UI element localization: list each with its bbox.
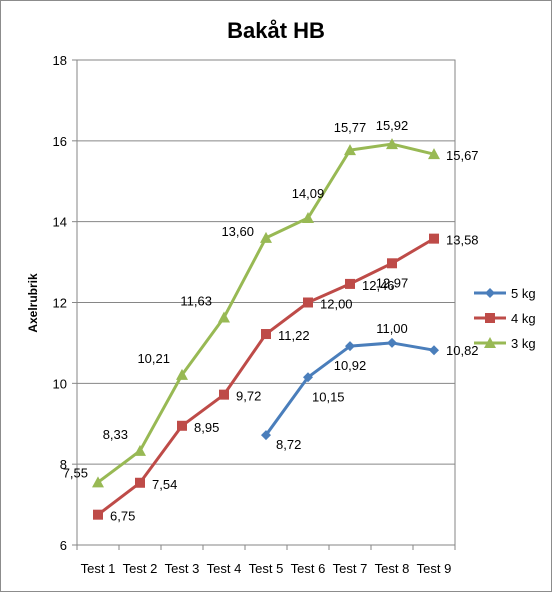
- data-label: 8,95: [194, 420, 219, 435]
- y-tick-label: 10: [53, 376, 67, 391]
- data-point: [219, 389, 229, 400]
- y-tick-label: 6: [60, 538, 67, 553]
- series-layer: 7,55 8,33 10,21 11,63 13,60 14,09 15,77 15,92 15…: [63, 118, 479, 524]
- legend-label: 4 kg: [511, 311, 536, 326]
- data-label: 10,21: [137, 351, 170, 366]
- data-label: 11,00: [376, 321, 408, 336]
- data-label: 8,33: [103, 427, 128, 442]
- y-tick-label: 8: [60, 457, 67, 472]
- x-tick-label: Test 6: [291, 561, 326, 576]
- legend-marker: [484, 337, 496, 348]
- y-axis-ticks: 6 8 10 12 14 16 18: [53, 53, 77, 553]
- data-label: 8,72: [276, 437, 301, 452]
- chart-title: Bakåt HB: [227, 18, 325, 43]
- data-point: [177, 420, 187, 431]
- legend-item: 4 kg: [474, 311, 536, 326]
- y-tick-label: 14: [53, 215, 67, 230]
- data-point: [176, 368, 188, 380]
- series-line: [264, 341, 435, 436]
- y-axis-title: Axelrubrik: [26, 273, 40, 333]
- data-label: 11,63: [180, 293, 212, 308]
- data-point: [345, 341, 355, 352]
- y-tick-label: 16: [53, 134, 67, 149]
- data-point: [135, 477, 145, 488]
- legend-item: 5 kg: [474, 286, 536, 301]
- data-point: [387, 258, 397, 269]
- data-point: [302, 212, 314, 224]
- data-point: [344, 144, 356, 156]
- x-tick-label: Test 3: [165, 561, 200, 576]
- data-point: [428, 148, 440, 160]
- legend-item: 3 kg: [474, 336, 536, 351]
- x-tick-label: Test 5: [249, 561, 284, 576]
- data-point: [387, 337, 397, 348]
- data-label: 9,72: [236, 389, 261, 404]
- legend-label: 5 kg: [511, 286, 536, 301]
- data-point: [92, 476, 104, 488]
- data-label: 7,55: [63, 465, 88, 480]
- data-point: [345, 278, 355, 289]
- data-point: [429, 233, 439, 244]
- data-point: [261, 430, 271, 441]
- data-label: 11,22: [278, 328, 310, 343]
- data-point: [218, 311, 230, 323]
- data-point: [134, 444, 146, 456]
- x-tick-label: Test 7: [333, 561, 368, 576]
- data-label: 15,67: [446, 148, 479, 163]
- data-point: [261, 329, 271, 340]
- data-point: [303, 372, 313, 383]
- data-label: 6,75: [110, 509, 135, 524]
- data-label: 12,46: [362, 278, 395, 293]
- legend-marker: [485, 313, 495, 323]
- data-label: 7,54: [152, 477, 177, 492]
- legend-marker: [485, 288, 495, 298]
- x-tick-label: Test 8: [375, 561, 410, 576]
- x-tick-label: Test 2: [123, 561, 158, 576]
- legend: 5 kg 4 kg 3 kg: [474, 286, 536, 351]
- data-label: 10,92: [334, 358, 367, 373]
- y-tick-label: 12: [53, 296, 67, 311]
- x-tick-label: Test 1: [81, 561, 116, 576]
- x-tick-label: Test 9: [417, 561, 452, 576]
- data-point: [386, 138, 398, 150]
- data-label: 12,00: [320, 297, 353, 312]
- data-label: 15,92: [376, 118, 409, 133]
- data-point: [429, 345, 439, 356]
- data-point: [303, 297, 313, 308]
- data-label: 13,60: [221, 224, 254, 239]
- data-label: 14,09: [292, 186, 325, 201]
- data-label: 15,77: [334, 120, 367, 135]
- y-tick-label: 18: [53, 53, 67, 68]
- x-axis-ticks: Test 1 Test 2 Test 3 Test 4 Test 5 Test 6 Test…: [76, 545, 456, 576]
- legend-label: 3 kg: [511, 336, 536, 351]
- data-label: 10,82: [446, 343, 479, 358]
- series-3-kg: 7,55 8,33 10,21 11,63 13,60 14,09 15,77 15,92 15…: [63, 118, 479, 488]
- data-point: [93, 509, 103, 520]
- data-label: 12,97: [376, 275, 409, 290]
- data-label: 10,15: [312, 389, 345, 404]
- data-point: [260, 231, 272, 243]
- series-5-kg: 8,72 10,15 10,92 11,00 10,82: [261, 321, 479, 452]
- x-tick-label: Test 4: [207, 561, 242, 576]
- data-label: 13,58: [446, 233, 479, 248]
